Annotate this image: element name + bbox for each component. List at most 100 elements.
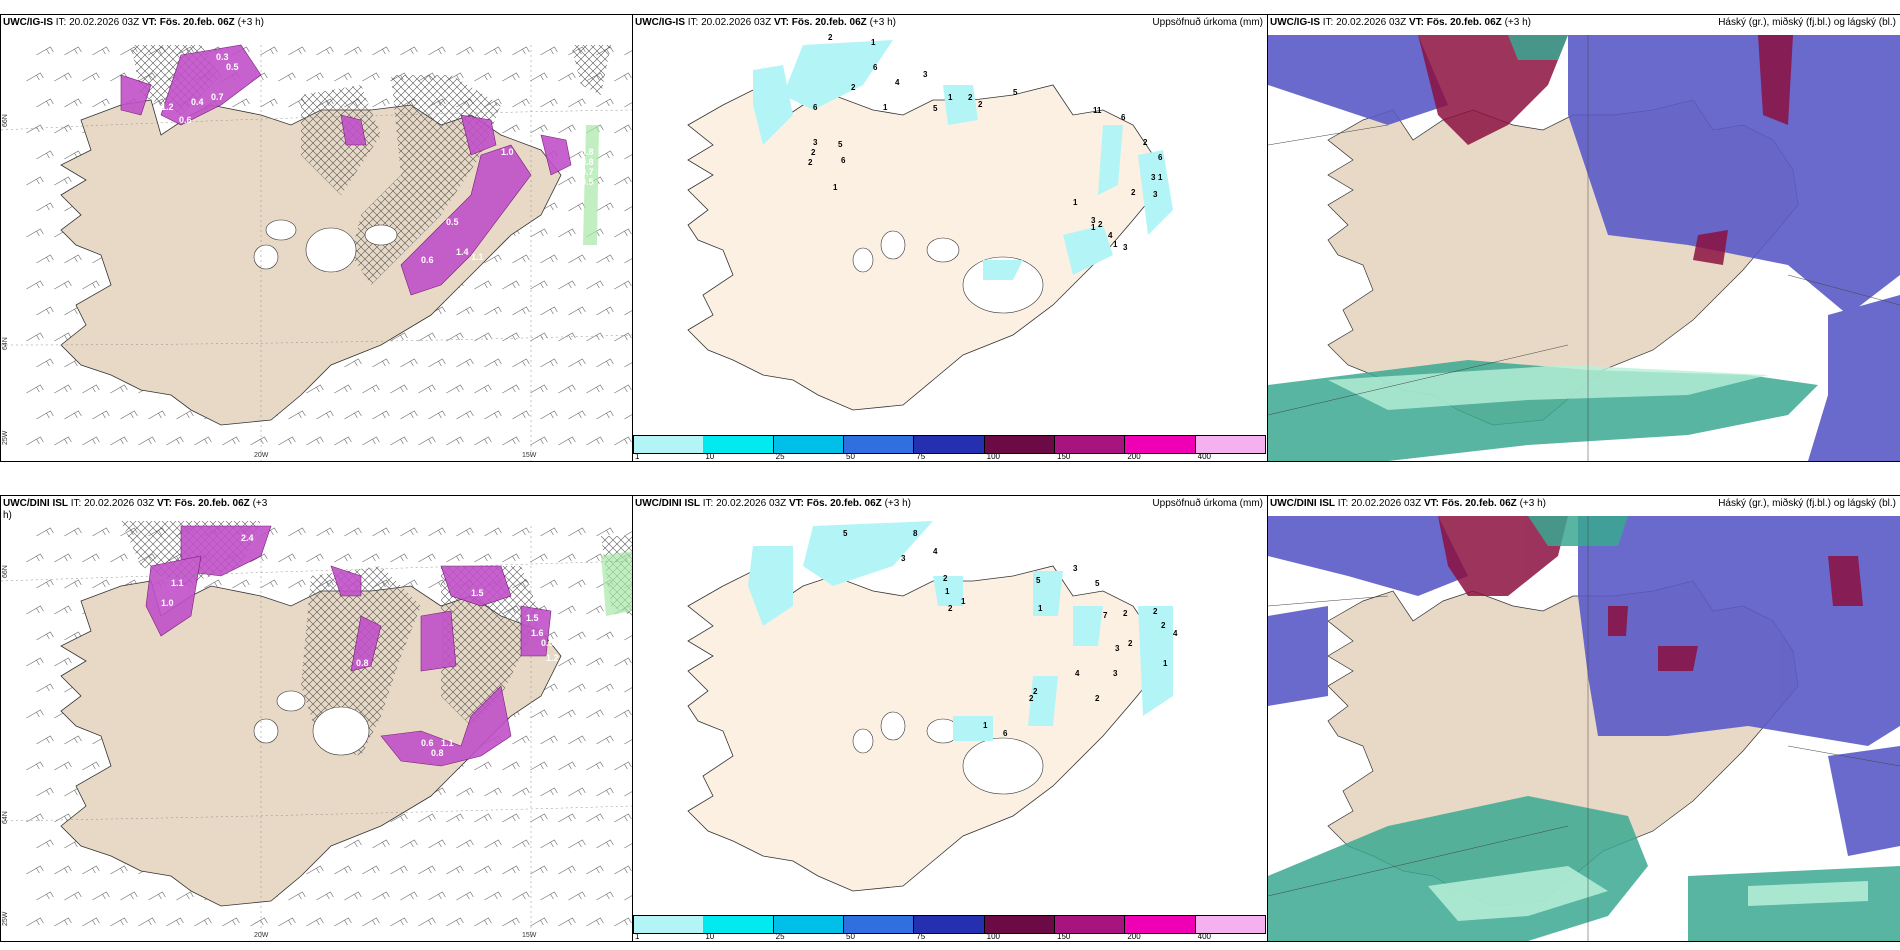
wind-barb	[92, 410, 110, 420]
colorbar-swatch	[773, 915, 844, 934]
precip-label: 1	[1073, 198, 1078, 207]
precip-label: 2	[1128, 639, 1133, 648]
wind-barb	[36, 202, 54, 212]
lon-label-20w: 20W	[254, 932, 269, 939]
wind-barb	[586, 657, 604, 667]
wind-barb	[446, 384, 464, 394]
wind-barb	[250, 917, 268, 927]
colorbar-tick: 50	[846, 932, 855, 941]
wind-barb	[316, 527, 334, 537]
panel-title: Háský (gr.), miðský (fj.bl.) og lágský (…	[1718, 17, 1896, 28]
wind-barb	[474, 917, 492, 927]
vt-label: VT:	[788, 498, 804, 509]
wind-barb	[428, 891, 446, 901]
wind-barb	[26, 124, 44, 134]
wind-barb	[26, 384, 44, 394]
it-label: IT:	[55, 17, 67, 28]
grid-lines	[1, 526, 632, 941]
wind-barb	[400, 410, 418, 420]
wind-barb	[596, 150, 614, 160]
precip-label: 6	[841, 156, 846, 165]
wind-barb	[344, 46, 362, 56]
wind-barb	[596, 358, 614, 368]
wind-barb	[232, 579, 250, 589]
precip-label: 3	[1123, 243, 1128, 252]
wind-barb	[456, 527, 474, 537]
wind-barb	[26, 605, 44, 615]
rain-value: 1.1	[471, 252, 484, 262]
wind-barb	[306, 384, 324, 394]
wind-barb	[36, 46, 54, 56]
wind-barb	[372, 839, 390, 849]
rain-value-labels: 2.41.11.00.81.50.60.81.11.51.60.91.2	[161, 533, 559, 758]
wind-barb	[390, 436, 408, 446]
wind-barb	[260, 46, 278, 56]
wind-barb	[558, 124, 576, 134]
precip-label: 1	[948, 93, 953, 102]
precip-label: 6	[1003, 729, 1008, 738]
precip-label: 5	[1036, 576, 1041, 585]
wind-barb	[530, 865, 548, 875]
wind-barb	[614, 813, 632, 823]
wind-barb	[288, 579, 306, 589]
wind-barb	[456, 787, 474, 797]
panel-title: Uppsöfnuð úrkoma (mm)	[1152, 17, 1263, 28]
wind-barb	[306, 865, 324, 875]
wind-barb	[418, 813, 436, 823]
wind-barb	[82, 917, 100, 927]
rain-value: 0.5	[226, 62, 239, 72]
panel-title: Uppsöfnuð úrkoma (mm)	[1152, 498, 1263, 509]
panel-header: UWC/DINI ISL IT: 20.02.2026 03Z VT: Fös.…	[1270, 498, 1546, 509]
panel-title: Háský (gr.), miðský (fj.bl.) og lágský (…	[1718, 498, 1896, 509]
it-label: IT:	[70, 498, 82, 509]
wind-barb	[456, 46, 474, 56]
wind-barb	[586, 761, 604, 771]
wind-barb	[176, 891, 194, 901]
grid-lines	[1268, 516, 1900, 941]
wind-barb	[502, 865, 520, 875]
wind-barb	[540, 410, 558, 420]
precip-label: 2	[808, 158, 813, 167]
wind-barb	[624, 50, 632, 56]
wind-barb	[288, 410, 306, 420]
precip-label: 2	[1029, 694, 1034, 703]
wind-barb	[400, 46, 418, 56]
wind-barb	[568, 839, 586, 849]
colorbar-swatch	[633, 915, 705, 934]
colorbar-swatch	[844, 435, 915, 454]
wind-barb	[110, 436, 128, 446]
wind-barb	[596, 787, 614, 797]
wind-barb	[344, 410, 362, 420]
wind-barb	[26, 657, 44, 667]
precip-label: 1	[871, 38, 876, 47]
rain-value: 1.0	[161, 598, 174, 608]
wind-barb	[502, 436, 520, 446]
wind-barb	[568, 683, 586, 693]
iceland-land	[687, 565, 1159, 892]
wind-barb	[558, 813, 576, 823]
wind-barb	[624, 258, 632, 264]
wind-barb	[474, 332, 492, 342]
wind-barb	[110, 917, 128, 927]
precip-label: 1	[961, 597, 966, 606]
wind-barb	[568, 631, 586, 641]
wind-barb	[64, 527, 82, 537]
vt-label: VT:	[156, 498, 172, 509]
rain-value: 0.8	[581, 147, 594, 157]
precip-label: 3	[1091, 216, 1096, 225]
wind-barb	[36, 410, 54, 420]
model-name: UWC/IG-IS	[635, 17, 685, 28]
issue-time: 20.02.2026 03Z	[701, 17, 772, 28]
wind-barb	[558, 865, 576, 875]
precip-label: 1	[1091, 223, 1096, 232]
wind-barb	[26, 813, 44, 823]
panel-bottom-middle-accum-precip: UWC/DINI ISL IT: 20.02.2026 03Z VT: Fös.…	[632, 495, 1268, 942]
rain-value: 0.8	[581, 157, 594, 167]
colorbar-tick: 100	[986, 932, 1001, 941]
wind-barb	[138, 436, 156, 446]
wind-barb	[54, 917, 72, 927]
wind-barb	[540, 46, 558, 56]
wind-barb	[586, 332, 604, 342]
wind-barb	[558, 332, 576, 342]
wind-precip-map: 2.41.11.00.81.50.60.81.11.51.60.91.2	[1, 521, 632, 941]
